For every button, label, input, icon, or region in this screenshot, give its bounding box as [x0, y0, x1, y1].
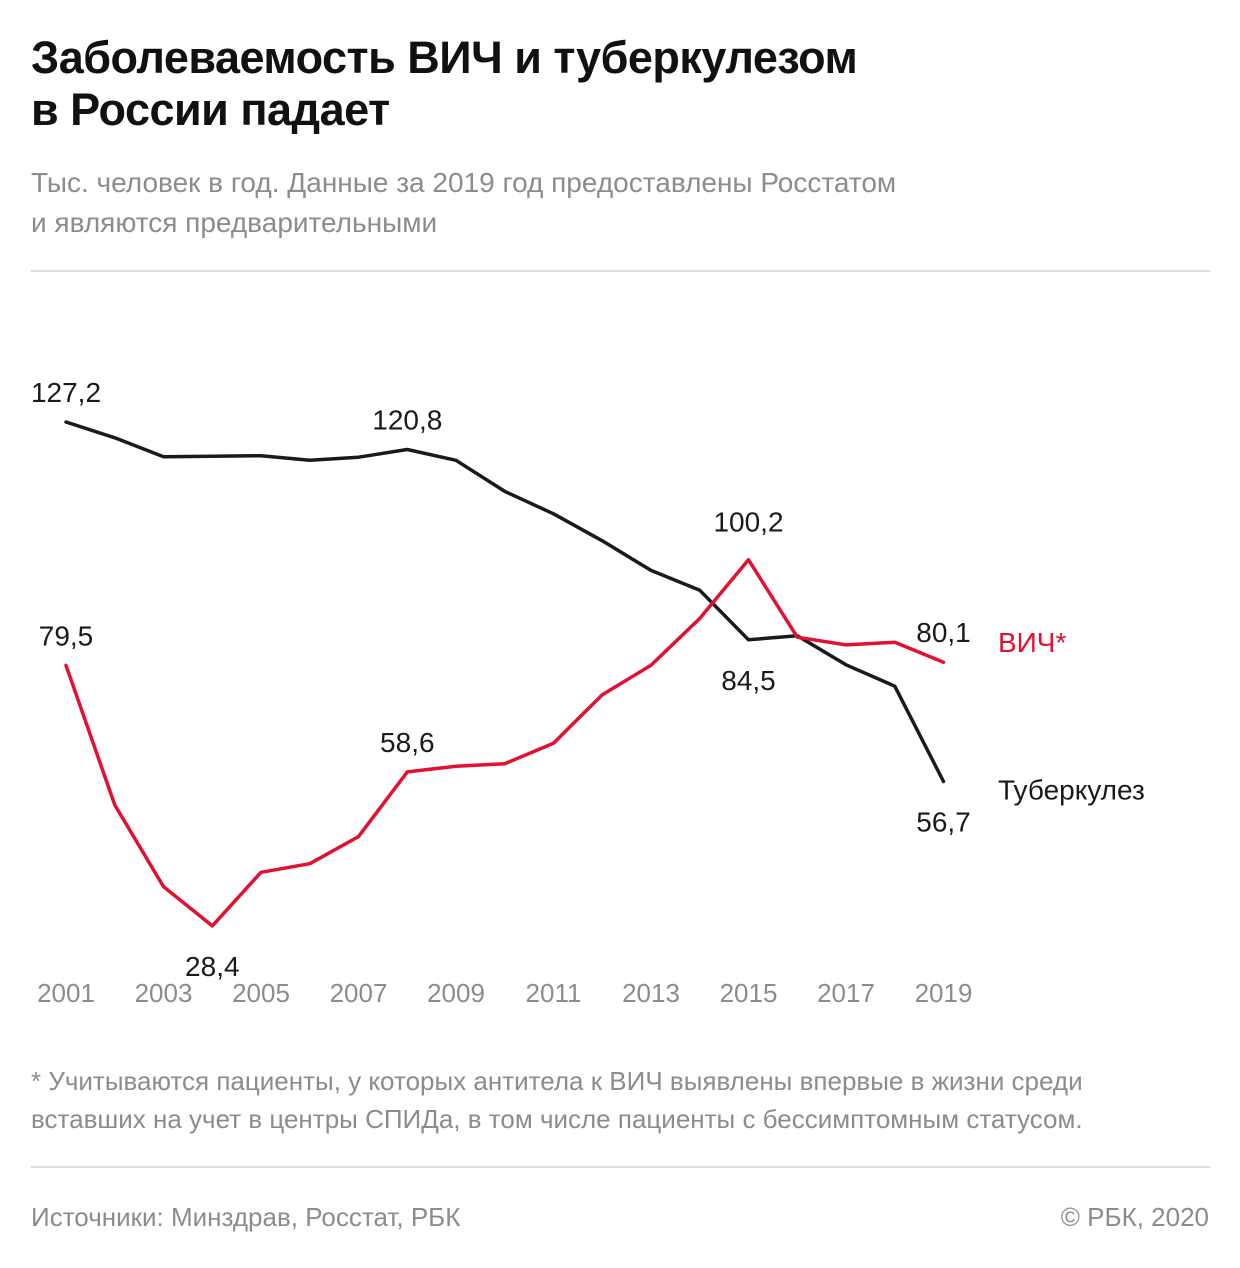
x-axis: 2001 2003 2005 2007 2009 2011 2013 2015 2017 2019: [37, 978, 972, 1008]
x-tick-label: 2015: [720, 978, 778, 1008]
x-tick-label: 2011: [526, 978, 582, 1008]
chart-title: Заболеваемость ВИЧ и туберкулезом в Росси…: [31, 32, 1211, 136]
data-label: 79,5: [39, 620, 94, 651]
x-tick-label: 2001: [37, 978, 95, 1008]
chart-subtitle: Тыс. человек в год. Данные за 2019 год п…: [31, 163, 1211, 243]
data-label: 120,8: [372, 405, 442, 436]
chart-title-line1: Заболеваемость ВИЧ и туберкулезом: [31, 32, 858, 83]
copyright-note: © РБК, 2020: [1060, 1202, 1209, 1232]
bottom-divider: [31, 1166, 1210, 1168]
series-line-0: [64, 420, 946, 784]
footnote-line1: * Учитываются пациенты, у которых антите…: [31, 1066, 1083, 1096]
legend-label-0: Туберкулез: [998, 775, 1145, 806]
series-layer: [64, 420, 946, 928]
footnote: * Учитываются пациенты, у которых антите…: [31, 1062, 1211, 1138]
series-line-1: [64, 557, 946, 928]
x-tick-label: 2007: [330, 978, 388, 1008]
footnote-line2: вставших на учет в центры СПИДа, в том ч…: [31, 1104, 1083, 1134]
data-label: 28,4: [185, 951, 240, 982]
x-tick-label: 2019: [915, 978, 973, 1008]
x-tick-label: 2013: [622, 978, 680, 1008]
top-divider: [31, 270, 1210, 272]
chart-title-line2: в России падает: [31, 84, 390, 135]
source-note: Источники: Минздрав, Росстат, РБК: [31, 1202, 461, 1232]
data-label: 56,7: [916, 807, 971, 838]
data-label: 84,5: [721, 665, 776, 696]
data-label: 127,2: [31, 377, 101, 408]
x-tick-label: 2017: [817, 978, 875, 1008]
chart-subtitle-line1: Тыс. человек в год. Данные за 2019 год п…: [31, 167, 897, 198]
x-tick-label: 2009: [427, 978, 485, 1008]
legend-label-1: ВИЧ*: [998, 627, 1066, 658]
x-tick-label: 2005: [232, 978, 290, 1008]
data-label-layer: 127,2 120,8 84,5 56,7 79,5 28,4 58,6 100,2 80,1: [31, 377, 971, 982]
chart-subtitle-line2: и являются предварительными: [31, 207, 438, 238]
data-label: 100,2: [713, 507, 783, 538]
x-tick-label: 2003: [135, 978, 193, 1008]
data-label: 58,6: [380, 727, 435, 758]
legend-layer: Туберкулез ВИЧ*: [998, 627, 1145, 805]
data-label: 80,1: [916, 617, 971, 648]
